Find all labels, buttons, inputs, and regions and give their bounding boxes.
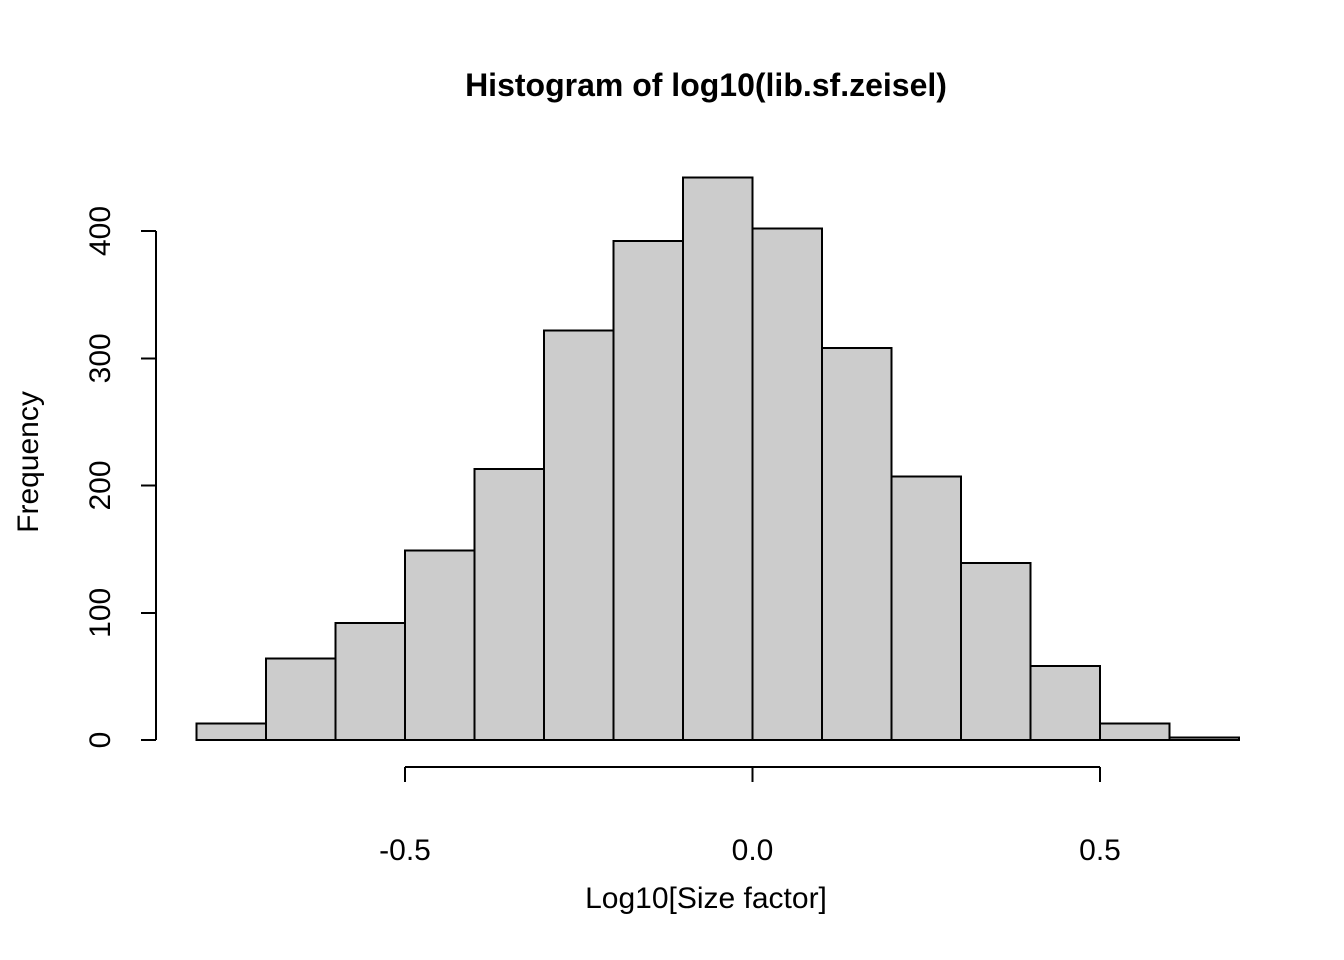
- chart-title: Histogram of log10(lib.sf.zeisel): [465, 67, 947, 103]
- histogram-bar: [821, 347, 893, 741]
- histogram-bar: [751, 227, 823, 741]
- x-axis-label: Log10[Size factor]: [585, 882, 827, 915]
- histogram-bar: [265, 657, 337, 741]
- histogram-bar: [1029, 665, 1101, 742]
- y-axis: 0 100 200 300 400: [84, 206, 157, 749]
- y-tick-label: 0: [84, 732, 117, 749]
- y-tick-label: 400: [84, 206, 117, 256]
- histogram-bar: [1168, 736, 1240, 741]
- histogram-bar: [334, 621, 406, 742]
- histogram-bar: [1099, 722, 1171, 741]
- x-tick-label: -0.5: [379, 834, 431, 867]
- x-tick-label: 0.5: [1079, 834, 1121, 867]
- histogram-bar: [543, 329, 615, 741]
- histogram-bar: [404, 549, 476, 742]
- x-tick-label: 0.0: [732, 834, 774, 867]
- y-tick-label: 300: [84, 333, 117, 383]
- histogram-bar: [612, 240, 684, 741]
- x-axis: -0.5 0.0 0.5: [379, 766, 1121, 867]
- bars-group: [195, 176, 1240, 742]
- y-axis-label: Frequency: [12, 391, 45, 533]
- histogram-bar: [960, 562, 1032, 741]
- y-tick-label: 100: [84, 588, 117, 638]
- y-tick-label: 200: [84, 460, 117, 510]
- histogram-bar: [682, 176, 754, 742]
- histogram-bar: [195, 722, 267, 741]
- histogram-bar: [473, 468, 545, 741]
- histogram-bar: [890, 475, 962, 741]
